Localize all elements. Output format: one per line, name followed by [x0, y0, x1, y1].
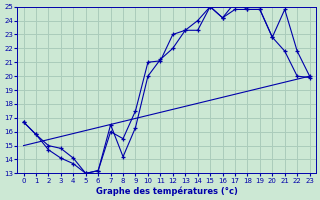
- X-axis label: Graphe des températures (°c): Graphe des températures (°c): [96, 186, 237, 196]
